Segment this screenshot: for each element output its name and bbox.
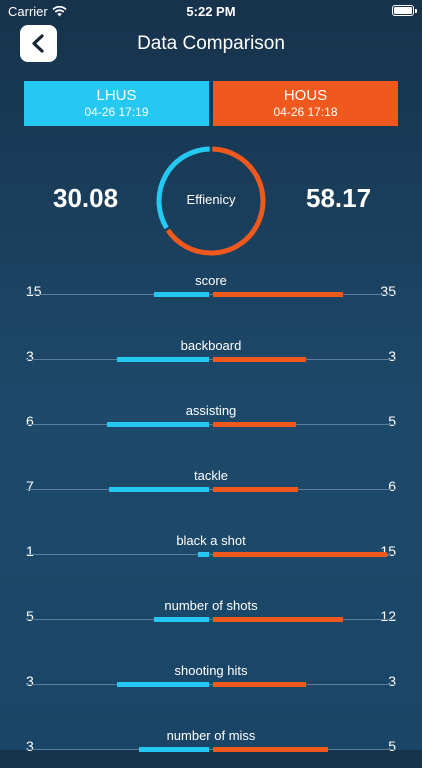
- stat-track: [26, 294, 396, 295]
- stat-name: score: [195, 273, 227, 288]
- stat-name: shooting hits: [174, 663, 248, 678]
- efficiency-right-value: 58.17: [306, 183, 372, 213]
- carrier-label: Carrier: [8, 4, 48, 19]
- efficiency-arc-right: [165, 146, 266, 256]
- stat-left-value: 1: [26, 543, 34, 559]
- stat-track: [26, 424, 396, 425]
- stat-track: [26, 359, 396, 360]
- stat-row: 3 shooting hits 3: [0, 663, 422, 703]
- stat-right-value: 35: [380, 283, 396, 299]
- team-right-name: HOUS: [283, 87, 328, 104]
- stat-name: number of shots: [164, 598, 258, 613]
- back-button[interactable]: [20, 25, 57, 62]
- stat-bar-left: [107, 422, 209, 427]
- team-left-datetime: 04-26 17:19: [84, 105, 149, 119]
- stat-bar-right: [213, 682, 306, 687]
- stat-track: [26, 489, 396, 490]
- stat-left-value: 15: [26, 283, 42, 299]
- stat-bar-right: [213, 617, 343, 622]
- stat-right-value: 6: [388, 478, 396, 494]
- stat-right-value: 5: [388, 738, 396, 754]
- stat-name: number of miss: [166, 728, 256, 743]
- stat-bar-right: [213, 552, 387, 557]
- status-bar: Carrier 5:22 PM: [0, 0, 422, 22]
- stat-name: backboard: [180, 338, 242, 353]
- team-right-card: HOUS 04-26 17:18: [213, 81, 398, 126]
- team-right-datetime: 04-26 17:18: [273, 105, 338, 119]
- stat-row: 5 number of shots 12: [0, 598, 422, 638]
- stat-bar-right: [213, 292, 343, 297]
- clock: 5:22 PM: [186, 4, 236, 19]
- stat-bar-left: [116, 357, 209, 362]
- team-left-card: LHUS 04-26 17:19: [24, 81, 209, 126]
- stat-left-value: 6: [26, 413, 34, 429]
- efficiency-left-value: 30.08: [53, 183, 119, 213]
- carrier: Carrier: [8, 4, 67, 19]
- stat-row: 3 backboard 3: [0, 338, 422, 378]
- stat-row: 6 assisting 5: [0, 403, 422, 443]
- stat-left-value: 3: [26, 673, 34, 689]
- stat-bar-right: [213, 422, 297, 427]
- stat-right-value: 3: [388, 348, 396, 364]
- efficiency-ring: Effienicy: [156, 146, 266, 256]
- wifi-icon: [52, 6, 67, 17]
- team-left-name: LHUS: [96, 87, 137, 104]
- stat-track: [26, 684, 396, 685]
- stat-row: 15 score 35: [0, 273, 422, 313]
- chevron-left-icon: [32, 34, 44, 53]
- stat-right-value: 3: [388, 673, 396, 689]
- stat-left-value: 3: [26, 348, 34, 364]
- stat-bar-right: [213, 487, 299, 492]
- page-title: Data Comparison: [137, 33, 285, 54]
- efficiency-arc-left: [156, 146, 210, 230]
- battery-icon: [392, 5, 417, 16]
- stat-row: 1 black a shot 15: [0, 533, 422, 573]
- stat-bar-left: [109, 487, 209, 492]
- stat-right-value: 12: [380, 608, 396, 624]
- stat-name: tackle: [194, 468, 228, 483]
- stat-left-value: 7: [26, 478, 34, 494]
- stat-name: black a shot: [176, 533, 246, 548]
- stat-left-value: 3: [26, 738, 34, 754]
- stat-bar-left: [197, 552, 209, 557]
- stat-right-value: 5: [388, 413, 396, 429]
- stat-bar-left: [116, 682, 209, 687]
- stat-row: 3 number of miss 5: [0, 728, 422, 768]
- efficiency-label: Effienicy: [186, 192, 236, 207]
- stat-name: assisting: [185, 403, 237, 418]
- stat-bar-left: [153, 292, 209, 297]
- stat-left-value: 5: [26, 608, 34, 624]
- stat-bar-left: [153, 617, 209, 622]
- stat-track: [26, 619, 396, 620]
- stat-row: 7 tackle 6: [0, 468, 422, 508]
- stat-track: [26, 554, 396, 555]
- stat-bar-right: [213, 357, 306, 362]
